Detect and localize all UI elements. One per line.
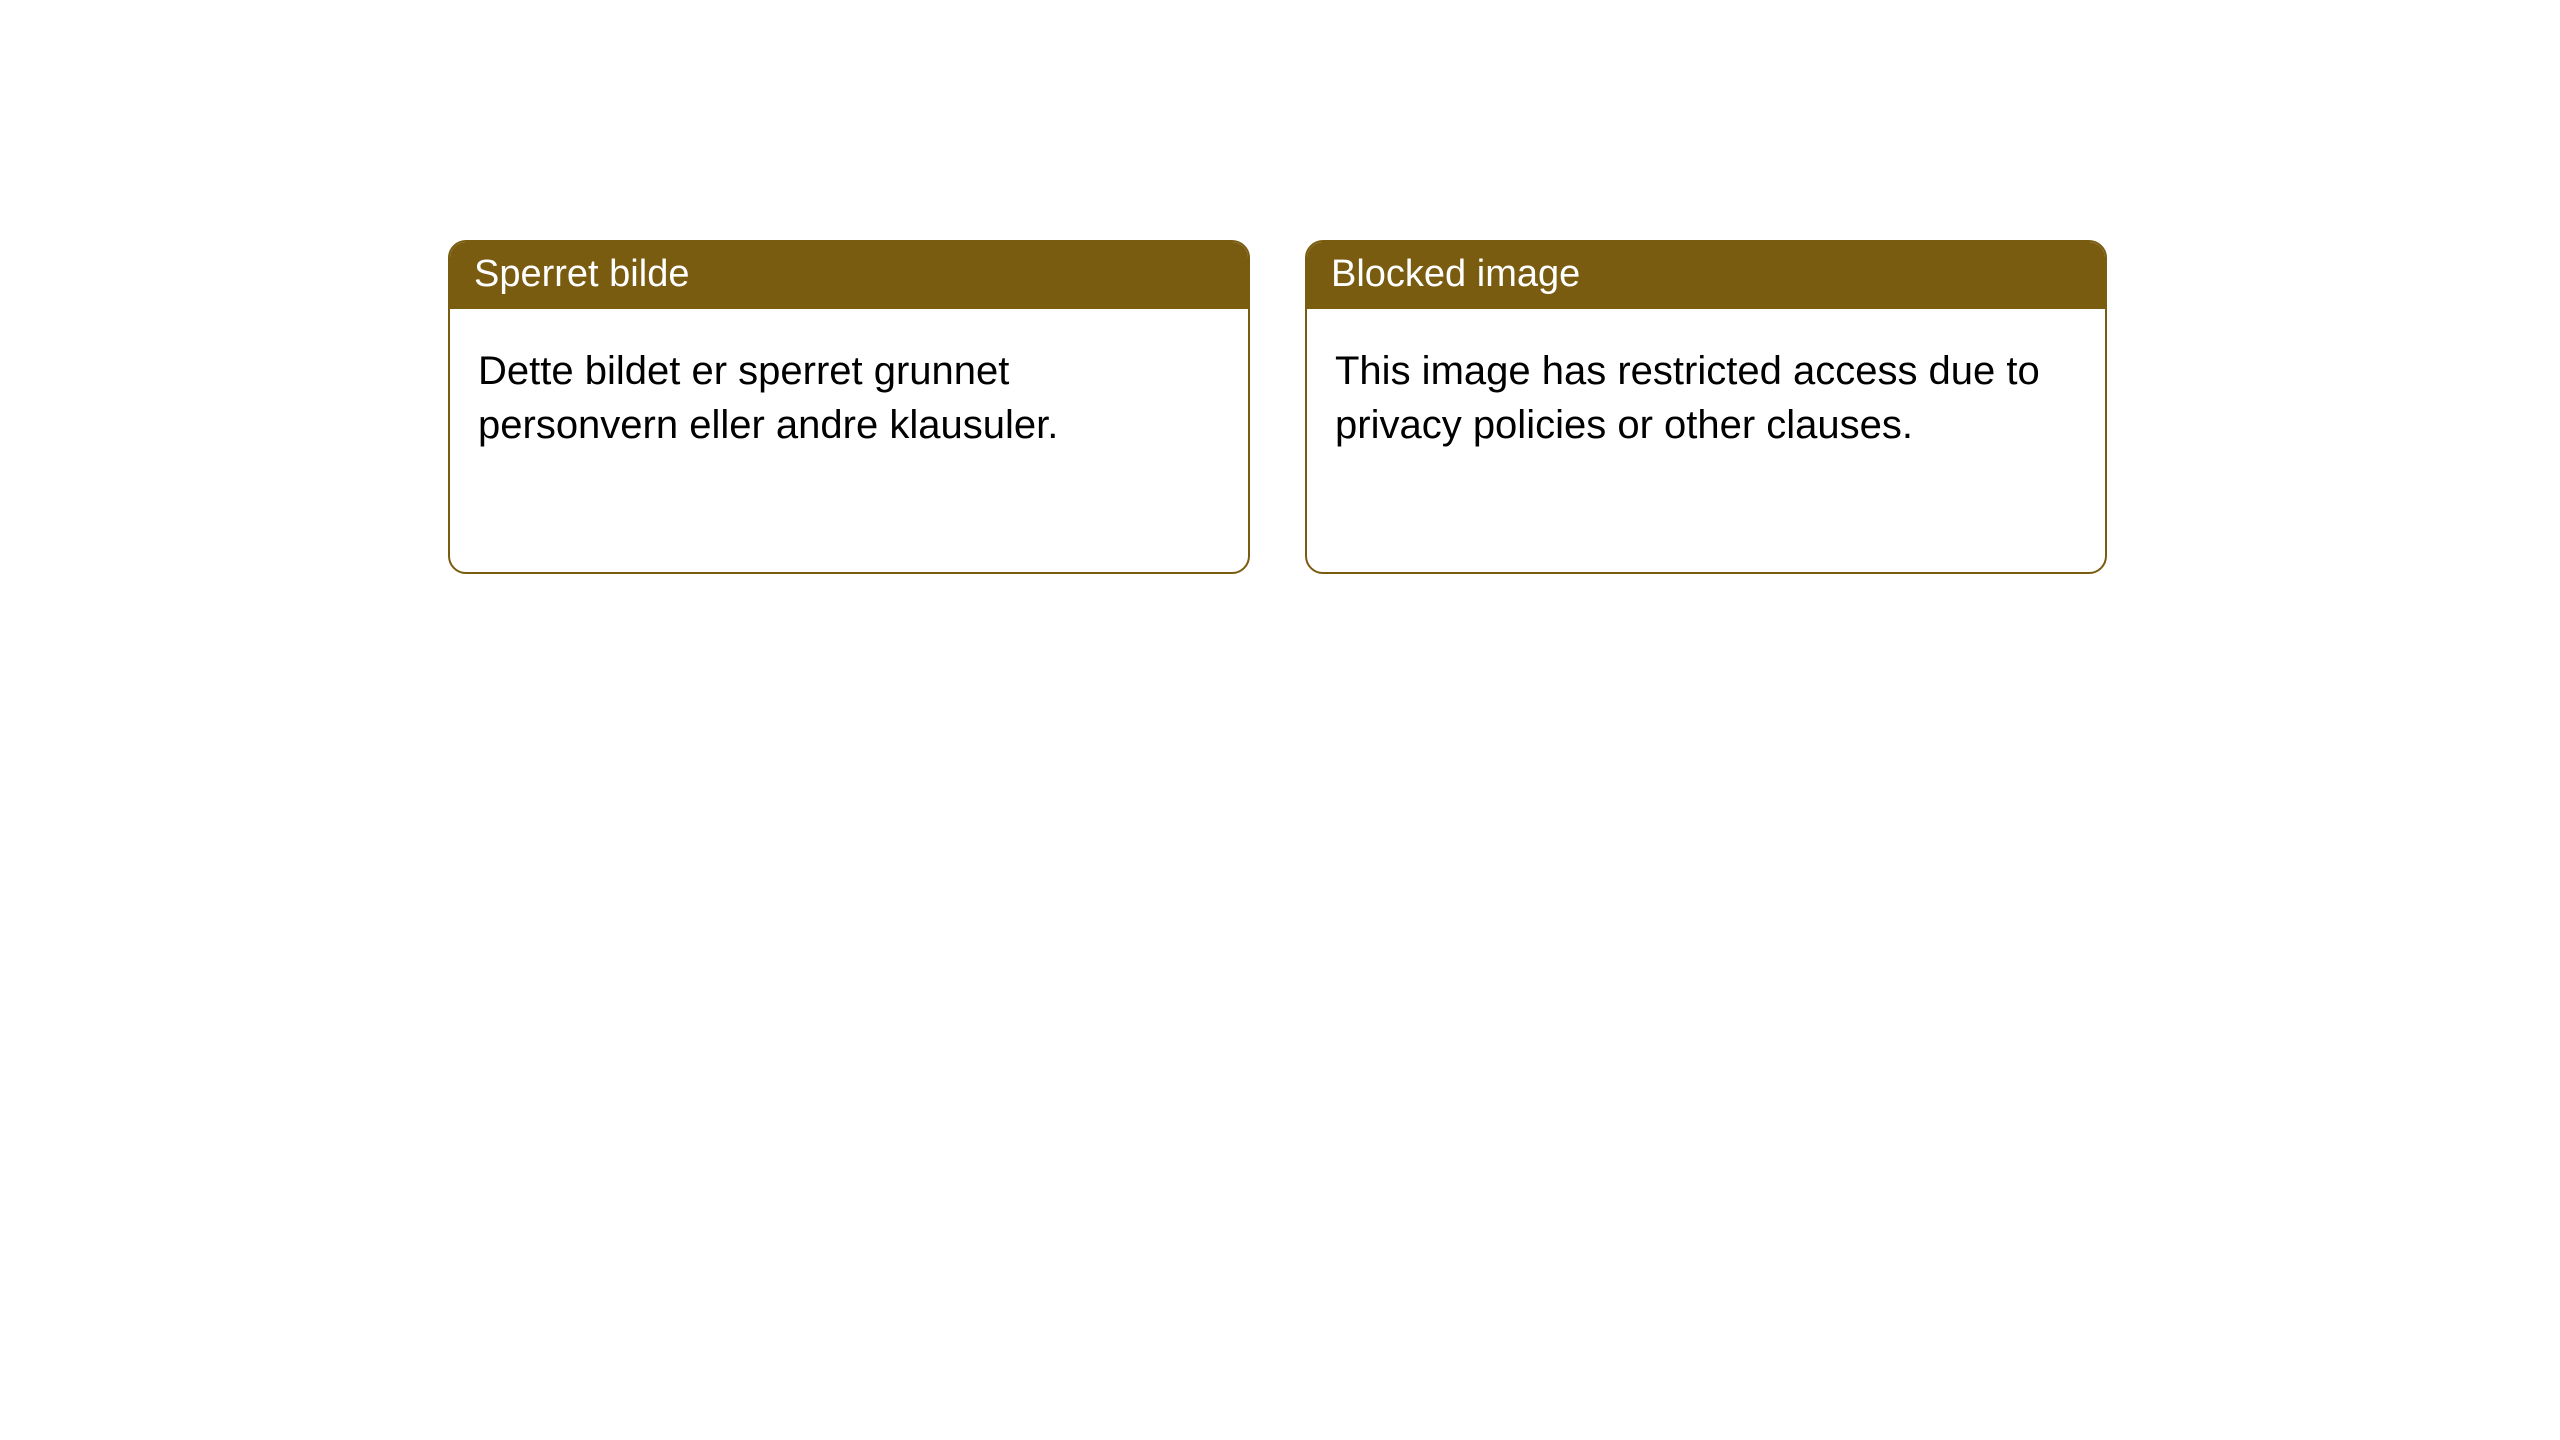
notice-card-body: This image has restricted access due to … [1307,309,2105,479]
notice-card-english: Blocked image This image has restricted … [1305,240,2107,574]
notice-card-body: Dette bildet er sperret grunnet personve… [450,309,1248,479]
notice-card-norwegian: Sperret bilde Dette bildet er sperret gr… [448,240,1250,574]
notice-container: Sperret bilde Dette bildet er sperret gr… [0,0,2560,574]
notice-card-title: Sperret bilde [450,242,1248,309]
notice-card-title: Blocked image [1307,242,2105,309]
